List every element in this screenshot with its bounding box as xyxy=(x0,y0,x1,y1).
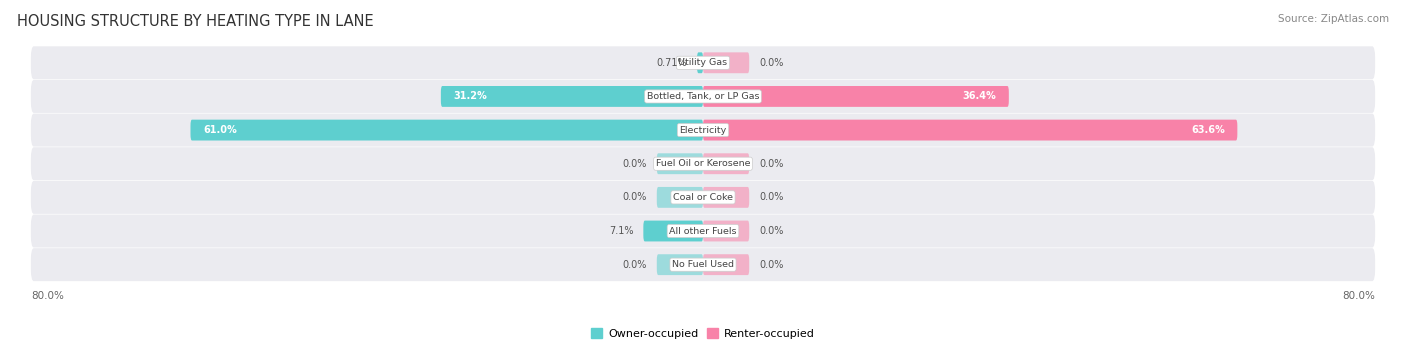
FancyBboxPatch shape xyxy=(657,187,703,208)
Text: All other Fuels: All other Fuels xyxy=(669,226,737,236)
FancyBboxPatch shape xyxy=(31,80,1375,113)
Text: 0.0%: 0.0% xyxy=(759,226,783,236)
Text: 31.2%: 31.2% xyxy=(454,91,488,101)
FancyBboxPatch shape xyxy=(657,254,703,275)
Text: 0.0%: 0.0% xyxy=(759,192,783,202)
FancyBboxPatch shape xyxy=(31,181,1375,214)
Text: 0.0%: 0.0% xyxy=(759,260,783,270)
Text: 0.0%: 0.0% xyxy=(759,58,783,68)
Text: Source: ZipAtlas.com: Source: ZipAtlas.com xyxy=(1278,14,1389,24)
Text: 61.0%: 61.0% xyxy=(202,125,236,135)
FancyBboxPatch shape xyxy=(31,46,1375,79)
FancyBboxPatch shape xyxy=(703,254,749,275)
FancyBboxPatch shape xyxy=(697,53,703,73)
FancyBboxPatch shape xyxy=(657,153,703,174)
Text: 80.0%: 80.0% xyxy=(1343,291,1375,301)
Text: Electricity: Electricity xyxy=(679,125,727,135)
Text: Bottled, Tank, or LP Gas: Bottled, Tank, or LP Gas xyxy=(647,92,759,101)
FancyBboxPatch shape xyxy=(703,86,1010,107)
Text: Utility Gas: Utility Gas xyxy=(679,58,727,67)
Text: 0.0%: 0.0% xyxy=(623,192,647,202)
Text: 0.0%: 0.0% xyxy=(759,159,783,169)
FancyBboxPatch shape xyxy=(441,86,703,107)
FancyBboxPatch shape xyxy=(703,53,749,73)
Text: 80.0%: 80.0% xyxy=(31,291,63,301)
Text: 0.0%: 0.0% xyxy=(623,159,647,169)
Text: HOUSING STRUCTURE BY HEATING TYPE IN LANE: HOUSING STRUCTURE BY HEATING TYPE IN LAN… xyxy=(17,14,374,29)
Text: Fuel Oil or Kerosene: Fuel Oil or Kerosene xyxy=(655,159,751,168)
FancyBboxPatch shape xyxy=(703,120,1237,140)
FancyBboxPatch shape xyxy=(703,221,749,241)
FancyBboxPatch shape xyxy=(31,214,1375,248)
FancyBboxPatch shape xyxy=(644,221,703,241)
FancyBboxPatch shape xyxy=(703,153,749,174)
FancyBboxPatch shape xyxy=(31,147,1375,180)
Text: No Fuel Used: No Fuel Used xyxy=(672,260,734,269)
FancyBboxPatch shape xyxy=(190,120,703,140)
FancyBboxPatch shape xyxy=(703,187,749,208)
Text: 0.71%: 0.71% xyxy=(657,58,688,68)
FancyBboxPatch shape xyxy=(31,114,1375,147)
Text: 63.6%: 63.6% xyxy=(1191,125,1225,135)
Text: 36.4%: 36.4% xyxy=(963,91,997,101)
Text: 7.1%: 7.1% xyxy=(609,226,633,236)
FancyBboxPatch shape xyxy=(31,248,1375,281)
Legend: Owner-occupied, Renter-occupied: Owner-occupied, Renter-occupied xyxy=(586,324,820,341)
Text: 0.0%: 0.0% xyxy=(623,260,647,270)
Text: Coal or Coke: Coal or Coke xyxy=(673,193,733,202)
